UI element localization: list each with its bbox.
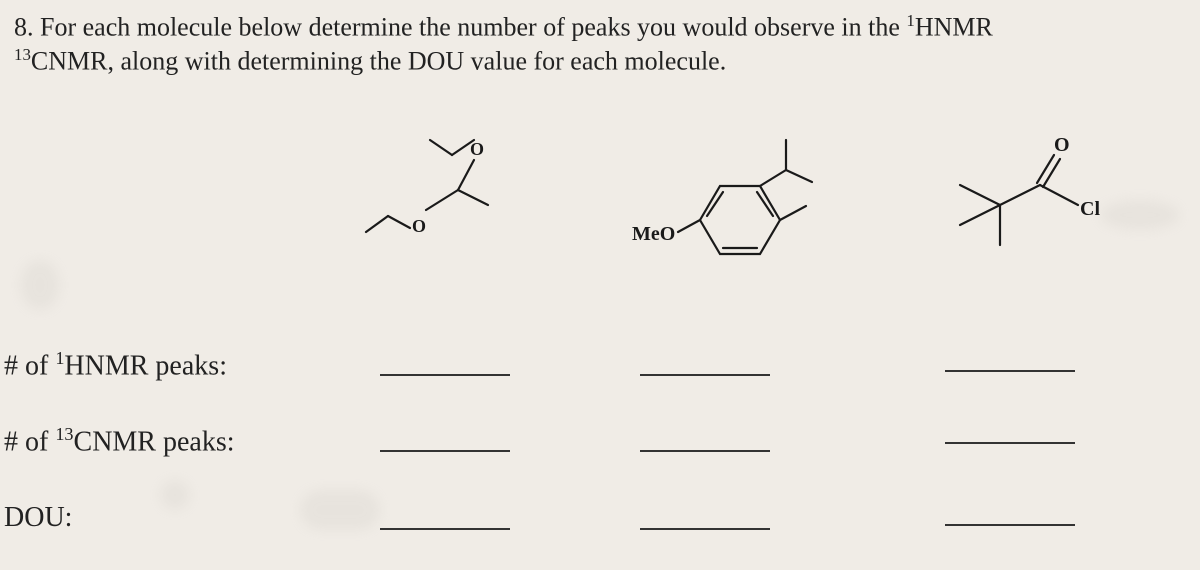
question-text: 8. For each molecule below determine the… — [14, 10, 1200, 79]
cl-label: Cl — [1080, 198, 1100, 220]
molecules-row: O O MeO — [0, 100, 1200, 280]
question-number: 8. — [14, 13, 34, 42]
meo-label: MeO — [632, 223, 675, 245]
answer-line-cnmr-1 — [380, 450, 510, 452]
answer-line-dou-2 — [640, 528, 770, 530]
o-label-bottom: O — [412, 216, 426, 236]
answer-line-hnmr-1 — [380, 374, 510, 376]
answer-line-hnmr-3 — [945, 370, 1075, 372]
row-label-cnmr: # of 13CNMR peaks: — [4, 424, 235, 458]
molecule-1: O O — [340, 120, 560, 280]
sup-13c: 13 — [14, 45, 31, 64]
answer-line-dou-1 — [380, 528, 510, 530]
o-label-top: O — [470, 139, 484, 159]
question-line1: For each molecule below determine the nu… — [40, 13, 906, 42]
cnmr-text: CNMR, along with determining the DOU val… — [31, 47, 726, 76]
carbonyl-o-label: O — [1054, 134, 1070, 156]
row-label-hnmr: # of 1HNMR peaks: — [4, 348, 227, 382]
row-label-dou: DOU: — [4, 502, 72, 534]
answer-line-hnmr-2 — [640, 374, 770, 376]
molecule-2: MeO — [590, 110, 850, 280]
answer-line-dou-3 — [945, 524, 1075, 526]
molecule-3: O Cl — [930, 115, 1150, 275]
answer-line-cnmr-3 — [945, 442, 1075, 444]
sup-1h: 1 — [906, 11, 914, 30]
answer-line-cnmr-2 — [640, 450, 770, 452]
hnmr-text: HNMR — [915, 13, 993, 42]
